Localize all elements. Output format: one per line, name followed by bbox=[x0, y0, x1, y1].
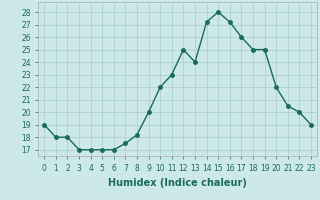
X-axis label: Humidex (Indice chaleur): Humidex (Indice chaleur) bbox=[108, 178, 247, 188]
